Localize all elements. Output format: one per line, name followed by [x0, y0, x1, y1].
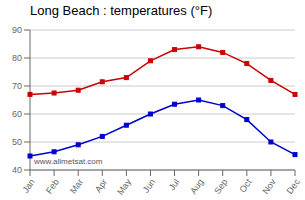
svg-text:60: 60	[12, 109, 22, 119]
svg-text:50: 50	[12, 137, 22, 147]
svg-text:Apr: Apr	[93, 177, 109, 194]
svg-text:90: 90	[12, 25, 22, 35]
svg-text:Jun: Jun	[141, 177, 158, 195]
svg-text:40: 40	[12, 165, 22, 175]
svg-text:Nov: Nov	[260, 177, 278, 196]
svg-text:Sep: Sep	[212, 177, 229, 196]
svg-text:Dec: Dec	[284, 177, 297, 196]
svg-text:70: 70	[12, 81, 22, 91]
html-text:www.allmetsat.com: www.allmetsat.com	[34, 157, 103, 166]
svg-text:Mar: Mar	[68, 177, 85, 195]
svg-text:Aug: Aug	[188, 177, 205, 196]
html-text:Long Beach : temperatures (°F): Long Beach : temperatures (°F)	[30, 3, 213, 18]
svg-text:May: May	[115, 177, 133, 197]
svg-text:Feb: Feb	[44, 177, 61, 195]
svg-text:Jul: Jul	[167, 177, 182, 192]
svg-text:Jan: Jan	[20, 177, 37, 195]
svg-text:80: 80	[12, 53, 22, 63]
svg-text:Oct: Oct	[237, 177, 254, 195]
